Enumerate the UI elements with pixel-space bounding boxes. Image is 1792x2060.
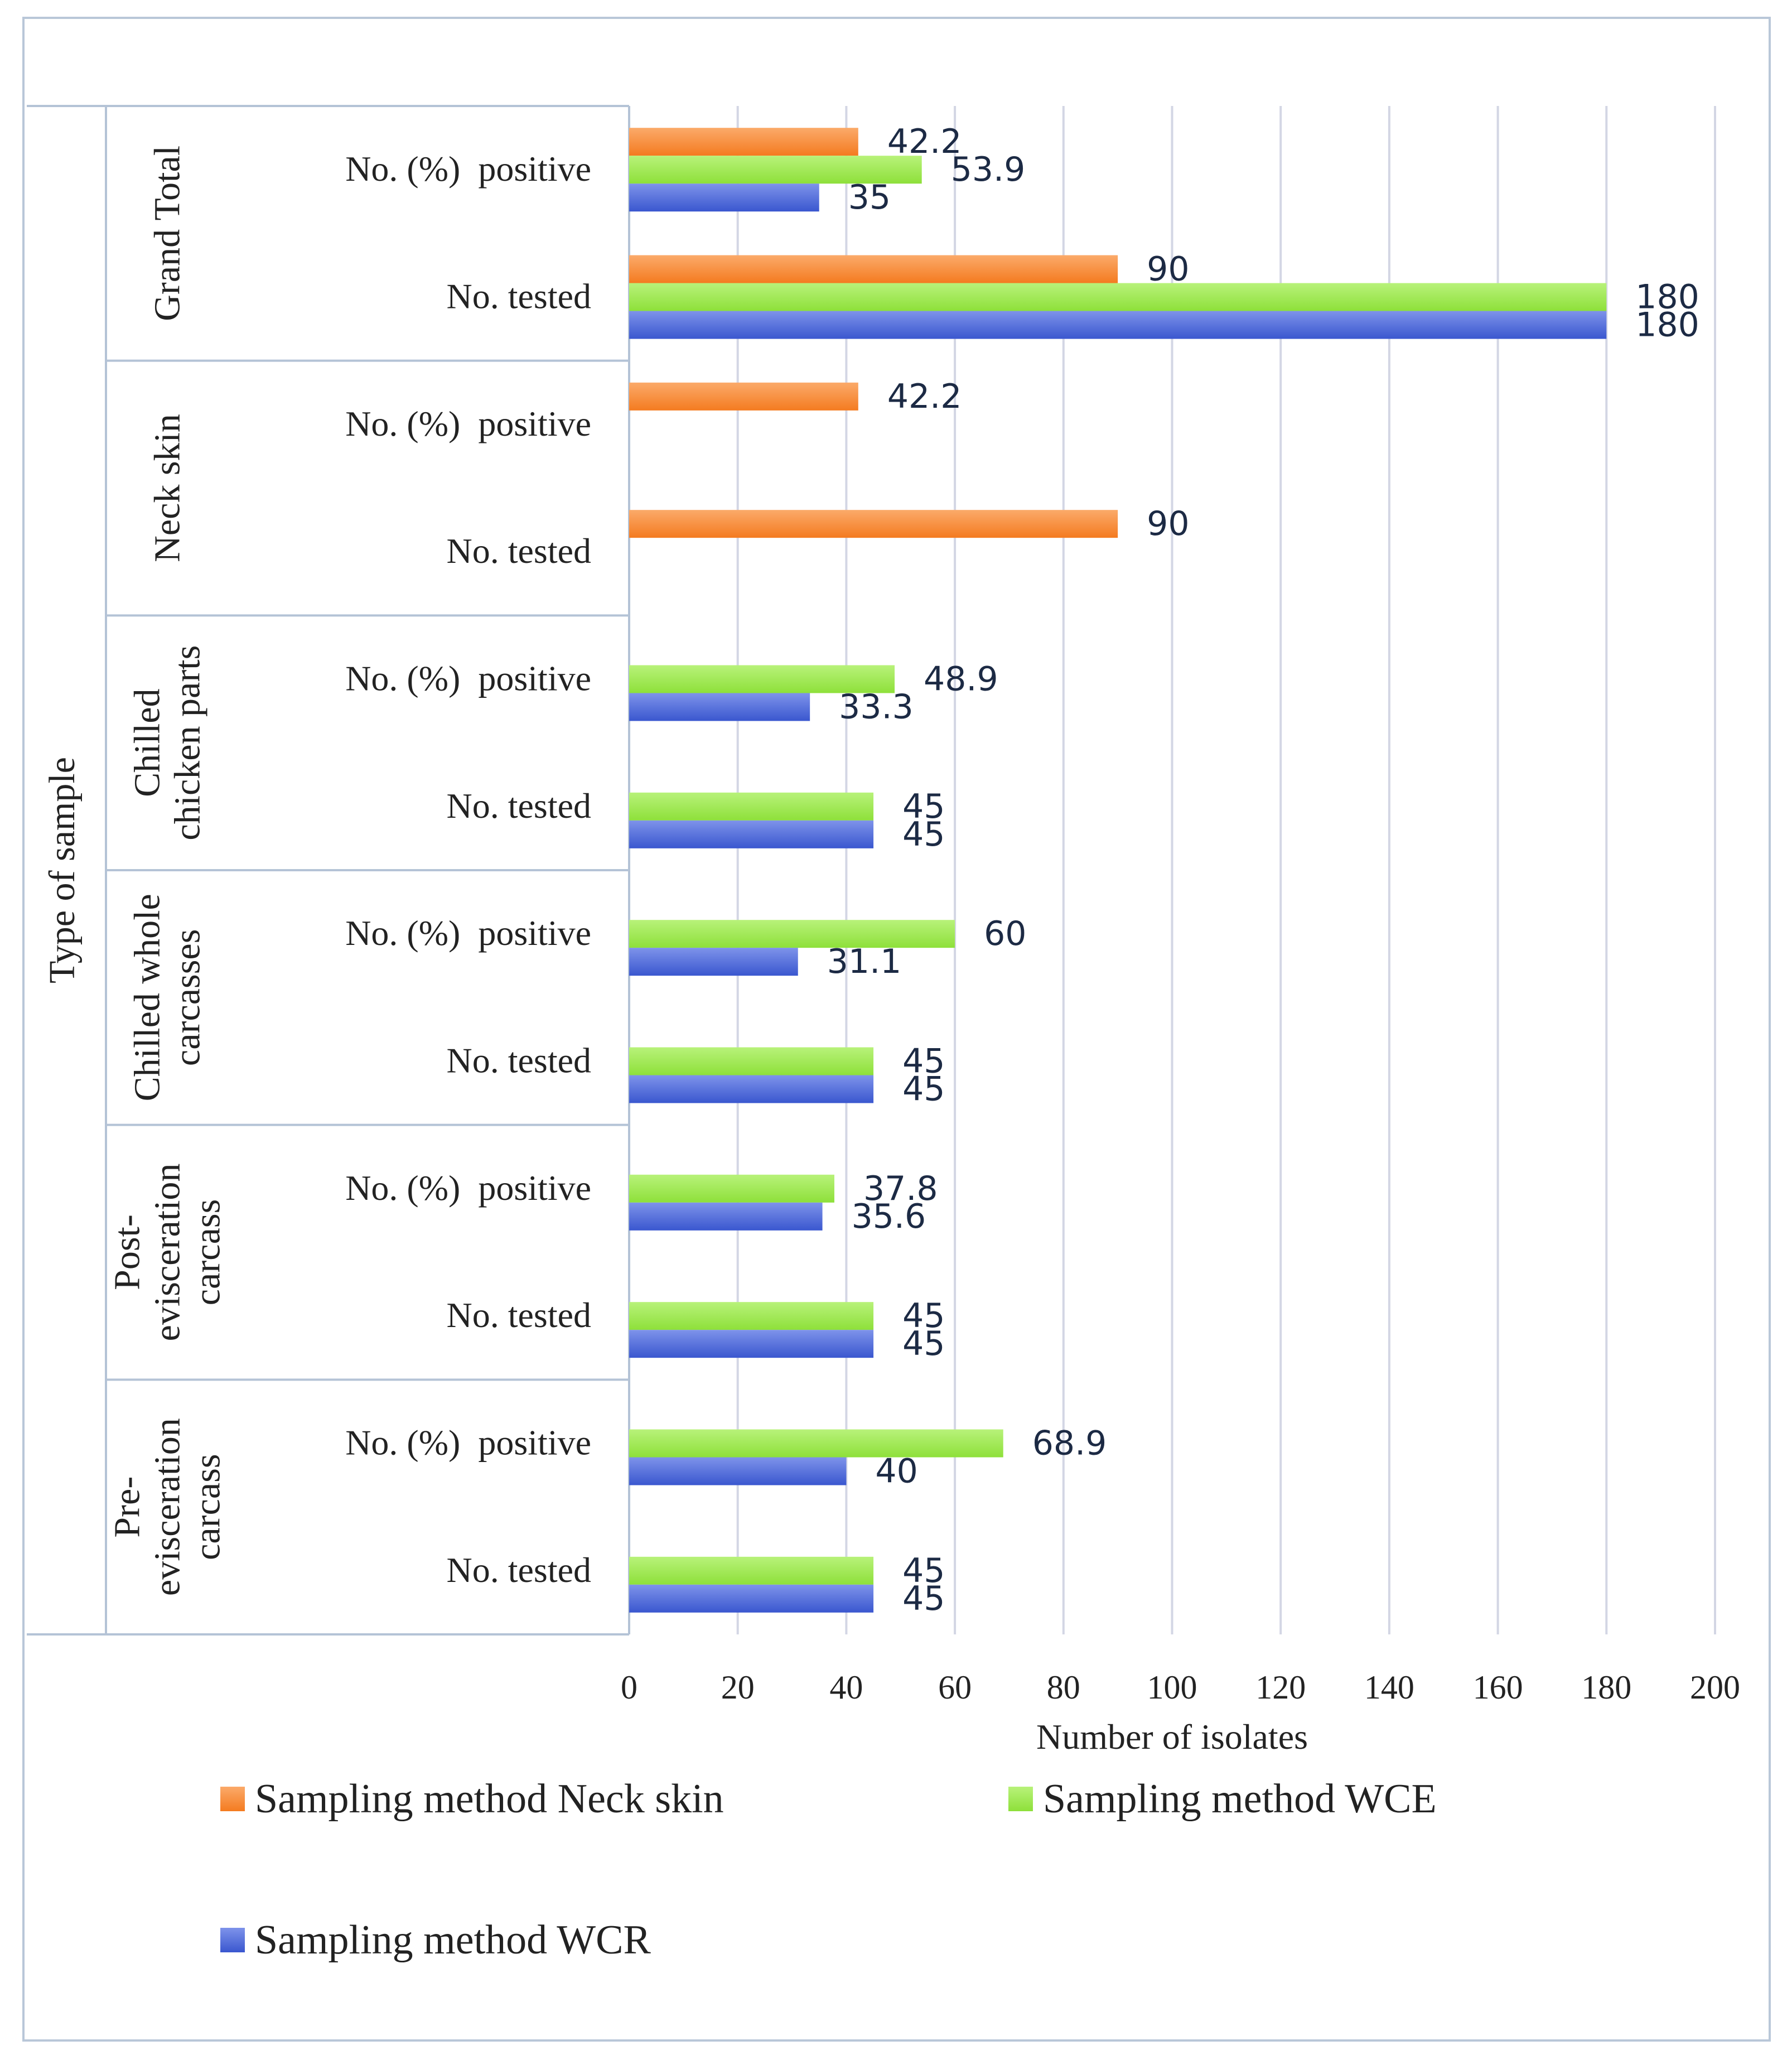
data-label: 180 <box>1635 306 1699 345</box>
data-label: 48.9 <box>924 660 998 699</box>
row-label: No. tested <box>447 1295 592 1335</box>
data-label: 37.8 <box>863 1169 938 1208</box>
row-label: No. tested <box>447 1041 592 1080</box>
data-label: 35.6 <box>852 1197 926 1236</box>
group-label: evisceration <box>147 1164 188 1342</box>
row-label: No. (%) positive <box>345 404 591 443</box>
bar-wcr <box>629 1457 847 1485</box>
row-label: No. tested <box>447 1550 592 1590</box>
x-axis-title: Number of isolates <box>1036 1717 1308 1757</box>
x-tick-label: 0 <box>621 1669 637 1706</box>
row-label: No. tested <box>447 277 592 316</box>
legend-swatch-wcr <box>220 1928 245 1952</box>
x-tick-label: 120 <box>1255 1669 1306 1706</box>
x-tick-label: 60 <box>938 1669 972 1706</box>
bar-wce <box>629 920 955 948</box>
bar-wce <box>629 283 1607 311</box>
group-label: Neck skin <box>147 414 188 562</box>
bar-neck <box>629 382 858 411</box>
data-label: 42.2 <box>887 377 962 416</box>
legend-swatch-neck <box>220 1787 245 1811</box>
row-label: No. tested <box>447 786 592 826</box>
bar-wcr <box>629 311 1607 339</box>
x-tick-label: 200 <box>1690 1669 1740 1706</box>
x-tick-label: 160 <box>1473 1669 1523 1706</box>
group-label: Chilled whole <box>127 894 168 1101</box>
bar-wcr <box>629 820 874 848</box>
data-label: 40 <box>875 1452 917 1491</box>
bar-wcr <box>629 1330 874 1358</box>
row-label: No. tested <box>447 531 592 571</box>
group-label: carcasses <box>167 929 208 1067</box>
data-label: 90 <box>1147 504 1189 543</box>
bar-wce <box>629 665 895 693</box>
group-label: Post- <box>107 1214 148 1290</box>
data-label: 68.9 <box>1032 1424 1107 1463</box>
bar-wce <box>629 1047 874 1075</box>
bar-wce <box>629 1302 874 1330</box>
group-label: carcass <box>187 1454 228 1560</box>
bar-wce <box>629 1556 874 1585</box>
bar-wce <box>629 1429 1003 1458</box>
data-label: 45 <box>902 1042 945 1081</box>
data-label: 53.9 <box>951 150 1026 189</box>
group-label: Chilled <box>127 689 168 797</box>
group-label: Grand Total <box>147 146 188 321</box>
data-label: 33.3 <box>839 688 914 727</box>
chart-svg: 0 20 40 60 80 100 120 140 160 180 200 Type of sampl… <box>27 105 1740 1963</box>
bar-neck <box>629 255 1118 283</box>
chart-frame: 0 20 40 60 80 100 120 140 160 180 200 Type of sampl… <box>22 17 1771 2042</box>
bar-wcr <box>629 1075 874 1103</box>
data-label: 45 <box>902 1296 945 1335</box>
data-label: 45 <box>902 815 945 854</box>
x-tick-label: 140 <box>1364 1669 1414 1706</box>
data-label: 90 <box>1147 250 1189 289</box>
data-label: 45 <box>902 1324 945 1363</box>
group-label: carcass <box>187 1199 228 1306</box>
data-label: 45 <box>902 1579 945 1618</box>
bar-neck <box>629 510 1118 538</box>
bar-wce <box>629 156 922 184</box>
data-label: 45 <box>902 1551 945 1590</box>
row-label: No. (%) positive <box>345 1423 591 1463</box>
bar-wcr <box>629 1584 874 1613</box>
x-tick-label: 180 <box>1581 1669 1631 1706</box>
data-label: 42.2 <box>887 122 962 161</box>
bar-wce <box>629 792 874 821</box>
bar-wcr <box>629 1202 823 1231</box>
x-tick-label: 40 <box>829 1669 863 1706</box>
data-label: 35 <box>848 178 891 217</box>
row-label: No. (%) positive <box>345 1168 591 1208</box>
data-label: 45 <box>902 787 945 826</box>
bar-neck <box>629 128 858 156</box>
legend-label: Sampling method WCR <box>255 1917 651 1963</box>
x-tick-label: 20 <box>721 1669 755 1706</box>
group-label: chicken parts <box>167 645 208 841</box>
data-label: 45 <box>902 1070 945 1109</box>
legend-label: Sampling method WCE <box>1043 1776 1437 1822</box>
group-label: evisceration <box>147 1418 188 1596</box>
row-label: No. (%) positive <box>345 149 591 189</box>
row-label: No. (%) positive <box>345 913 591 953</box>
y-axis-title: Type of sample <box>42 757 83 983</box>
bar-wcr <box>629 184 819 212</box>
legend-label: Sampling method Neck skin <box>255 1776 724 1822</box>
data-label: 60 <box>984 914 1026 953</box>
bar-wce <box>629 1174 834 1203</box>
data-label: 31.1 <box>827 942 902 981</box>
x-tick-label: 100 <box>1147 1669 1197 1706</box>
bar-wcr <box>629 693 810 721</box>
legend-swatch-wce <box>1008 1787 1033 1811</box>
row-label: No. (%) positive <box>345 659 591 698</box>
data-label: 180 <box>1635 278 1699 317</box>
bar-wcr <box>629 948 798 976</box>
x-tick-label: 80 <box>1047 1669 1080 1706</box>
group-label: Pre- <box>107 1477 148 1538</box>
